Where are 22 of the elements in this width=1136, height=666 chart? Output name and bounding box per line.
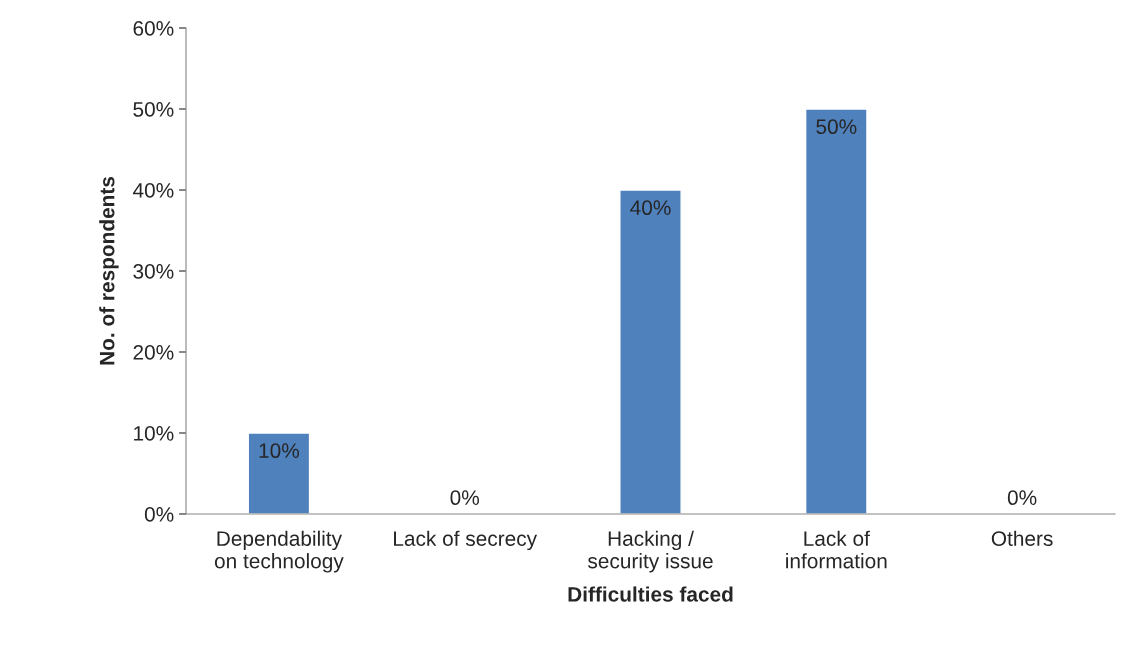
y-tick-label: 10%	[134, 426, 174, 441]
bar	[804, 108, 868, 514]
data-label: 50%	[816, 119, 857, 135]
x-tick-label: Lack of secrecy	[394, 530, 538, 551]
y-axis-title: No. of respondents	[99, 176, 119, 365]
x-axis-title: Difficulties faced	[568, 586, 733, 602]
y-tick-label: 60%	[133, 21, 174, 36]
y-tick-label: 50%	[133, 102, 174, 117]
data-label: 0%	[1007, 490, 1037, 506]
y-tick-label: 0%	[144, 507, 174, 522]
x-tick-label: Others	[991, 530, 1053, 546]
y-tick-label: 20%	[133, 345, 174, 360]
x-tick-label: Lack of information	[786, 530, 887, 569]
bar	[619, 189, 682, 514]
data-label: 10%	[259, 443, 300, 459]
bar	[247, 432, 311, 514]
x-tick-label: Dependability on technology	[214, 530, 344, 573]
data-label: 40%	[630, 200, 671, 216]
y-tick-label: 30%	[133, 264, 174, 279]
y-tick-label: 40%	[132, 183, 174, 198]
data-label: 0%	[450, 490, 480, 506]
x-tick-label: Hacking / security issue	[587, 530, 713, 573]
